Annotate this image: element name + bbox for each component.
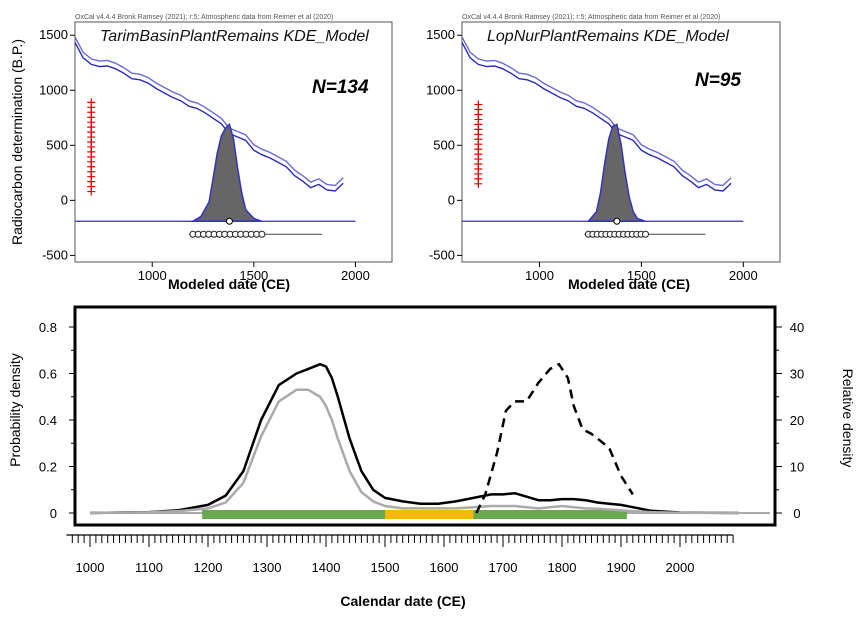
y-tick-label: 1500	[426, 27, 455, 42]
plot-area-right	[461, 36, 744, 238]
credit-right: OxCal v4.4.4 Bronk Ramsey (2021); r:5; A…	[462, 14, 720, 21]
panel-lopnur: OxCal v4.4.4 Bronk Ramsey (2021); r:5; A…	[426, 14, 781, 292]
y-tick-label: 500	[433, 137, 455, 152]
axes-left: 1000 1500 2000 1500 1000 500 0 -500	[39, 27, 370, 283]
density-axes: 1000 1100 1200 1300 1400 1500 1600 1700 1800 1900…	[39, 320, 804, 575]
x-tick-label: 1400	[312, 560, 341, 575]
sample-marker	[258, 230, 266, 238]
calibration-curve-lower	[461, 42, 732, 192]
x-tick-label: 1200	[194, 560, 223, 575]
y-tick-label-right: 10	[790, 460, 804, 475]
xlabel-right: Modeled date (CE)	[568, 276, 690, 292]
x-tick-label: 2000	[341, 268, 370, 283]
radiocarbon-marker	[474, 100, 483, 109]
x-tick-label: 1500	[239, 268, 268, 283]
density-frame	[73, 305, 777, 527]
y-tick-label-right: 0	[793, 506, 800, 521]
panel-density: 1000 1100 1200 1300 1400 1500 1600 1700 1800 1900…	[7, 305, 856, 609]
y-tick-label: -500	[429, 247, 455, 262]
period-bar-segment	[202, 510, 385, 519]
plot-area-left	[74, 36, 356, 238]
median-marker	[613, 217, 621, 225]
n-label-right: N=95	[695, 70, 741, 91]
x-tick-label: 1100	[135, 560, 163, 575]
period-bar-segment	[473, 510, 627, 519]
x-tick-label: 1500	[371, 560, 400, 575]
relative-density-line	[475, 362, 634, 514]
y-tick-label-left: 0	[50, 506, 57, 521]
y-tick-label-left: 0.6	[39, 367, 57, 382]
calibration-curve-upper	[461, 36, 732, 187]
xlabel-calendar: Calendar date (CE)	[340, 593, 465, 609]
x-tick-label: 1000	[525, 268, 554, 283]
y-tick-label: 1500	[39, 27, 68, 42]
x-tick-label: 1700	[489, 560, 518, 575]
n-label-left: N=134	[312, 77, 369, 98]
x-tick-label: 2000	[666, 560, 695, 575]
x-tick-label: 1000	[76, 560, 105, 575]
panel-tarim: OxCal v4.4.4 Bronk Ramsey (2021); r:5; A…	[9, 14, 393, 292]
x-tick-label: 1600	[430, 560, 459, 575]
y-tick-label: 0	[61, 192, 68, 207]
y-tick-label-left: 0.4	[39, 413, 57, 428]
sample-marker	[642, 230, 649, 238]
period-bar-segment	[385, 510, 474, 519]
y-tick-label: 0	[448, 192, 455, 207]
xlabel-left: Modeled date (CE)	[168, 276, 290, 292]
x-tick-label: 1300	[253, 560, 282, 575]
y-tick-label-right: 30	[790, 367, 804, 382]
x-tick-label: 1000	[138, 268, 167, 283]
radiocarbon-marker	[87, 98, 96, 107]
y-tick-label: -500	[42, 247, 68, 262]
axes-right: 1000 1500 2000 1500 1000 500 0 -500	[426, 27, 758, 283]
x-tick-label: 1800	[548, 560, 577, 575]
y-tick-label: 500	[46, 137, 68, 152]
probability-density-black-line	[89, 362, 740, 515]
plot-frame-right	[461, 21, 781, 263]
y-tick-label-right: 40	[790, 320, 804, 335]
model-title-right: LopNurPlantRemains KDE_Model	[487, 28, 729, 45]
x-tick-label: 2000	[729, 268, 758, 283]
x-tick-label: 1900	[607, 560, 636, 575]
probability-density-grey-line	[89, 388, 740, 515]
median-marker	[225, 217, 233, 225]
model-title-left: TarimBasinPlantRemains KDE_Model	[100, 28, 369, 45]
calibration-curve-upper	[74, 36, 344, 187]
y-tick-label: 1000	[426, 82, 455, 97]
x-tick-label: 1500	[627, 268, 656, 283]
y-tick-label-left: 0.2	[39, 460, 57, 475]
y-tick-label-right: 20	[790, 413, 804, 428]
calibration-curve-lower	[74, 42, 344, 192]
y-tick-label: 1000	[39, 82, 68, 97]
kde-density	[586, 123, 646, 223]
density-plot-area	[89, 362, 770, 519]
ylabel-left: Radiocarbon determination (B.P.)	[9, 39, 25, 245]
credit-left: OxCal v4.4.4 Bronk Ramsey (2021); r:5; A…	[75, 14, 333, 21]
y-tick-label-left: 0.8	[39, 320, 57, 335]
kde-density	[190, 122, 263, 223]
plot-frame-left	[74, 21, 393, 263]
ylabel-probability: Probability density	[7, 353, 23, 467]
ylabel-relative: Relative density	[840, 369, 856, 468]
